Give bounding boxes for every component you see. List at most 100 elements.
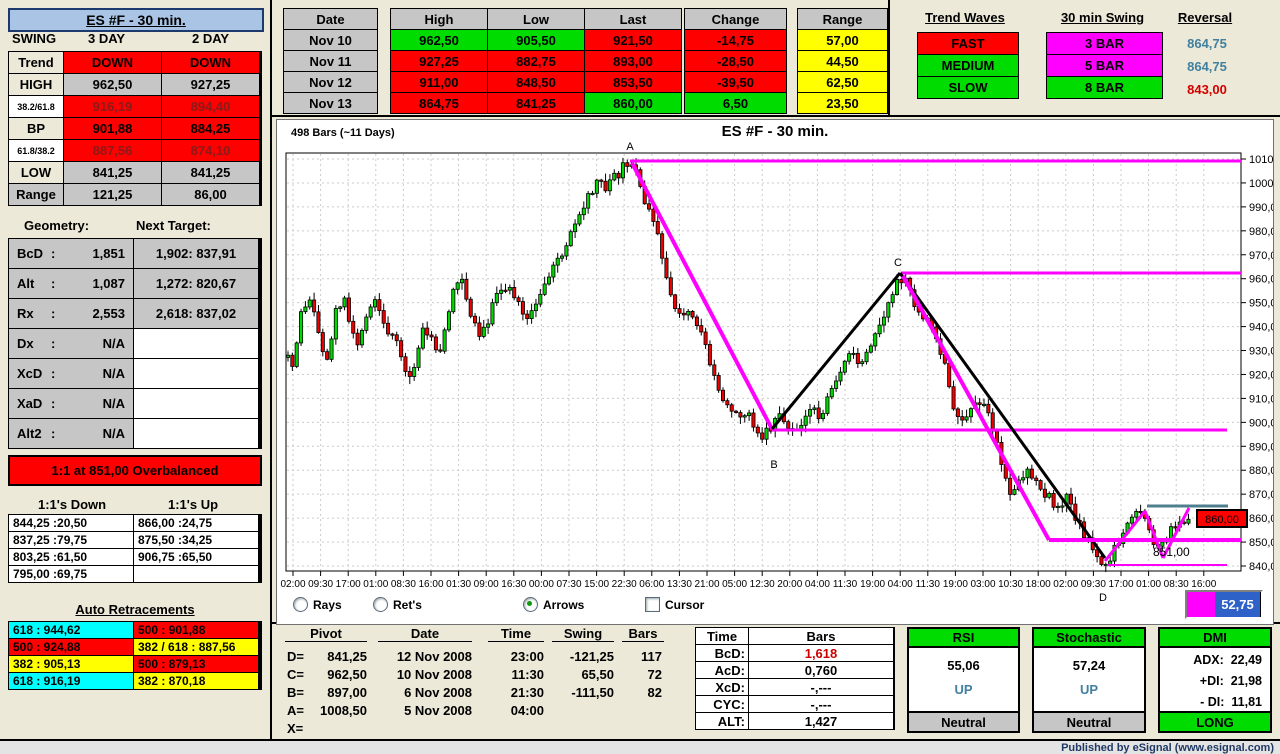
svg-text:12:30: 12:30 — [750, 579, 775, 590]
last-cell: 921,50 — [585, 30, 681, 50]
geo-row-alt2: Alt2: N/A — [9, 419, 133, 448]
rets-radio-icon[interactable] — [373, 597, 388, 612]
swing-value-input[interactable]: 52,75 — [1185, 590, 1263, 619]
svg-text:920,00: 920,00 — [1249, 369, 1273, 381]
svg-text:960,00: 960,00 — [1249, 274, 1273, 286]
swing30-table: 3 BAR 5 BAR 8 BAR — [1046, 32, 1163, 99]
ret-2day: 894,40 — [162, 96, 259, 117]
change-cell: -28,50 — [685, 51, 786, 71]
row-label: BP — [9, 118, 63, 139]
bars-col-header: Bars — [749, 628, 893, 644]
dmi-status: LONG — [1160, 711, 1270, 731]
up-cell: 875,50 :34,25 — [134, 532, 258, 548]
svg-text:900,00: 900,00 — [1249, 417, 1273, 429]
geo-target: 2,618: 837,02 — [134, 299, 258, 328]
low-cell: 848,50 — [488, 72, 584, 92]
svg-text:16:00: 16:00 — [1191, 579, 1216, 590]
stochastic-status: Neutral — [1034, 711, 1144, 731]
svg-text:980,00: 980,00 — [1249, 226, 1273, 238]
svg-text:940,00: 940,00 — [1249, 322, 1273, 334]
ratio-value: 0,760 — [749, 662, 893, 678]
svg-text:16:30: 16:30 — [501, 579, 526, 590]
svg-text:21:00: 21:00 — [694, 579, 719, 590]
ratio-value: 1,427 — [749, 713, 893, 729]
ret2-2day: 874,10 — [162, 140, 259, 161]
cursor-checkbox-icon[interactable] — [645, 597, 660, 612]
dmi-mdi: - DI: 11,81 — [1200, 695, 1262, 709]
ratio-label: BcD: — [696, 645, 748, 661]
swing-header: SWING — [12, 31, 57, 46]
arrows-radio[interactable]: Arrows — [523, 597, 584, 612]
ratio-label: XcD: — [696, 679, 748, 695]
geo-target-empty — [134, 359, 258, 388]
row-label: 61.8/38.2 — [9, 140, 63, 161]
svg-text:08:30: 08:30 — [1164, 579, 1189, 590]
svg-text:01:30: 01:30 — [446, 579, 471, 590]
rsi-direction: UP — [954, 682, 973, 697]
change-table: Change -14,75 -28,50 -39,50 6,50 — [684, 8, 787, 114]
svg-text:A: A — [626, 141, 634, 153]
geo-target-empty — [134, 419, 258, 448]
retracement-cell: 500 : 879,13 — [134, 656, 258, 672]
svg-text:16:00: 16:00 — [418, 579, 443, 590]
ratio-label: AcD: — [696, 662, 748, 678]
svg-text:870,00: 870,00 — [1249, 489, 1273, 501]
geo-target: 1,272: 820,67 — [134, 269, 258, 298]
change-cell: -39,50 — [685, 72, 786, 92]
svg-text:860,00: 860,00 — [1249, 513, 1273, 525]
svg-text:06:00: 06:00 — [639, 579, 664, 590]
ratio-label: ALT: — [696, 713, 748, 729]
rets-radio-label: Ret's — [393, 597, 422, 612]
rets-radio[interactable]: Ret's — [373, 597, 422, 612]
next-target-title: Next Target: — [136, 218, 211, 233]
price-chart: 840,00 850,00 860,00 870,00 880,00 890,00 900,… — [280, 141, 1273, 604]
svg-text:840,00: 840,00 — [1249, 561, 1273, 573]
cursor-checkbox[interactable]: Cursor — [645, 597, 704, 612]
rays-radio[interactable]: Rays — [293, 597, 342, 612]
pivot-row-b: B= 897,00 6 Nov 2008 21:30 -111,50 82 — [287, 685, 662, 700]
svg-text:00:00: 00:00 — [529, 579, 554, 590]
row-label: HIGH — [9, 74, 63, 95]
ratio-value: 1,618 — [749, 645, 893, 661]
swing30-title: 30 min Swing — [1060, 10, 1145, 25]
stochastic-direction: UP — [1079, 682, 1099, 697]
rays-radio-icon[interactable] — [293, 597, 308, 612]
high-3day: 962,50 — [64, 74, 161, 95]
geo-row-bcd: BcD:1,851 — [9, 239, 133, 268]
svg-text:13:30: 13:30 — [667, 579, 692, 590]
down-cell: 803,25 :61,50 — [9, 549, 133, 565]
svg-text:03:00: 03:00 — [970, 579, 995, 590]
svg-text:02:00: 02:00 — [1053, 579, 1078, 590]
pivot-row-a: A= 1008,50 5 Nov 2008 04:00 — [287, 703, 544, 718]
symbol-title-text: ES #F - 30 min. — [86, 12, 186, 28]
dmi-title: DMI — [1160, 629, 1270, 648]
geo-row-xad: XaD: N/A — [9, 389, 133, 418]
date-cell: Nov 13 — [284, 93, 377, 113]
ratio-value: -,--- — [749, 696, 893, 712]
arrows-radio-icon-selected[interactable] — [523, 597, 538, 612]
date-header2: Date — [378, 626, 472, 642]
down-cell: 837,25 :79,75 — [9, 532, 133, 548]
svg-text:09:30: 09:30 — [308, 579, 333, 590]
horizontal-divider-top — [272, 115, 1280, 117]
svg-text:04:00: 04:00 — [888, 579, 913, 590]
range-cell: 23,50 — [798, 93, 887, 113]
trend-waves-table: FAST MEDIUM SLOW — [917, 32, 1019, 99]
dmi-pdi: +DI: 21,98 — [1199, 674, 1262, 688]
geo-row-xcd: XcD: N/A — [9, 359, 133, 388]
up-cell — [134, 566, 258, 582]
range-3day: 121,25 — [64, 184, 161, 205]
change-header: Change — [685, 9, 786, 29]
svg-text:01:00: 01:00 — [1136, 579, 1161, 590]
rsi-panel: RSI 55,06 UP Neutral — [907, 627, 1020, 733]
svg-text:890,00: 890,00 — [1249, 441, 1273, 453]
swing-value-selected-text[interactable]: 52,75 — [1215, 592, 1261, 617]
range-cell: 44,50 — [798, 51, 887, 71]
low-cell: 841,25 — [488, 93, 584, 113]
svg-text:910,00: 910,00 — [1249, 393, 1273, 405]
stochastic-title: Stochastic — [1034, 629, 1144, 648]
one-to-one-down-title: 1:1's Down — [38, 497, 107, 512]
svg-text:930,00: 930,00 — [1249, 346, 1273, 358]
footer-bar: Published by eSignal (www.esignal.com) — [0, 741, 1280, 754]
svg-text:17:00: 17:00 — [1108, 579, 1133, 590]
